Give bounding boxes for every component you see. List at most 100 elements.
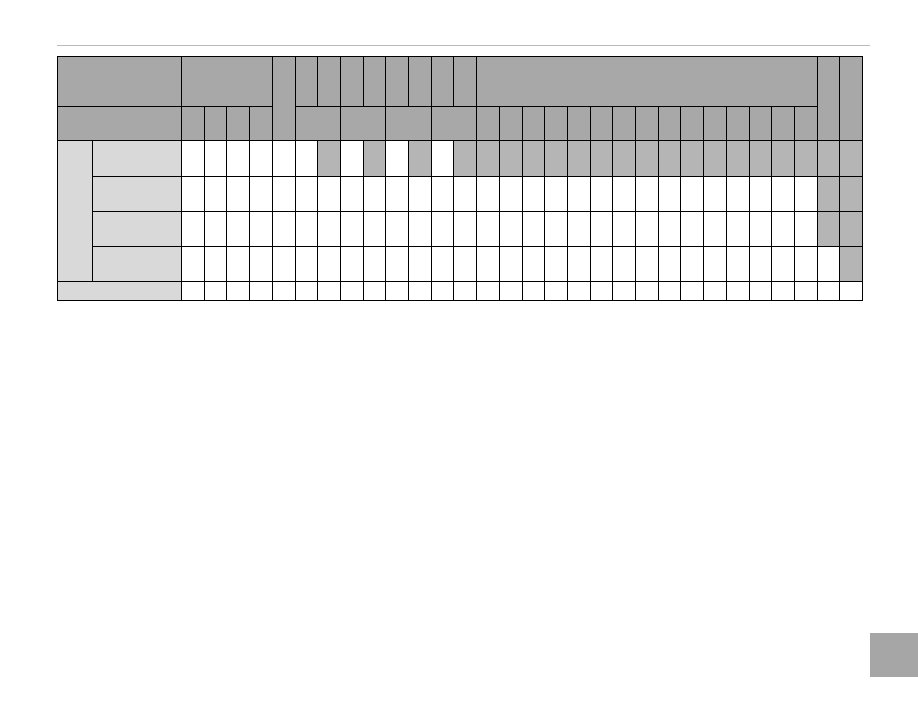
body-cell [658, 176, 681, 212]
body-cell [749, 140, 772, 177]
header-cell [544, 106, 568, 141]
body-cell [295, 176, 318, 212]
footer-cell [408, 281, 432, 301]
body-cell [635, 211, 659, 247]
footer-cell [726, 281, 750, 301]
header-cell [249, 106, 273, 141]
body-cell [385, 176, 409, 212]
body-cell [249, 140, 273, 177]
header-cell [317, 56, 341, 107]
footer-cell [431, 281, 454, 301]
header-cell [181, 56, 273, 107]
header-cell [726, 106, 750, 141]
body-cell [794, 246, 818, 282]
footer-cell [204, 281, 227, 301]
header-cell [590, 106, 613, 141]
body-cell [499, 211, 523, 247]
body-cell [544, 140, 568, 177]
body-cell [363, 140, 386, 177]
body-cell [749, 211, 772, 247]
footer-cell [590, 281, 613, 301]
body-cell [476, 176, 500, 212]
header-cell [431, 56, 454, 107]
body-cell [771, 140, 795, 177]
footer-cell [295, 281, 318, 301]
body-cell [680, 176, 704, 212]
header-cell [204, 106, 227, 141]
body-cell [272, 211, 296, 247]
body-cell [431, 140, 454, 177]
footer-cell [272, 281, 296, 301]
body-cell [226, 176, 250, 212]
header-cell [181, 106, 205, 141]
header-cell [226, 106, 250, 141]
body-cell [272, 140, 296, 177]
body-cell [181, 211, 205, 247]
body-cell [431, 246, 454, 282]
body-cell [249, 176, 273, 212]
header-cell [385, 106, 432, 141]
footer-cell [363, 281, 386, 301]
footer-cell [680, 281, 704, 301]
page-tab [870, 633, 918, 677]
body-cell [817, 140, 840, 177]
footer-cell [635, 281, 659, 301]
footer-cell [522, 281, 545, 301]
body-cell [431, 211, 454, 247]
body-cell [272, 246, 296, 282]
body-cell [544, 246, 568, 282]
body-cell [612, 140, 636, 177]
body-cell [226, 140, 250, 177]
header-cell [658, 106, 681, 141]
body-cell [204, 246, 227, 282]
footer-cell [226, 281, 250, 301]
header-cell [567, 106, 591, 141]
footer-cell [839, 281, 863, 301]
body-cell [181, 140, 205, 177]
body-cell [340, 176, 364, 212]
header-cell [476, 56, 818, 107]
body-cell [590, 211, 613, 247]
header-cell [817, 56, 840, 141]
header-cell [295, 106, 341, 141]
footer-cell [658, 281, 681, 301]
body-cell [317, 140, 341, 177]
body-cell [680, 211, 704, 247]
body-cell [408, 140, 432, 177]
body-cell [522, 211, 545, 247]
body-cell [204, 176, 227, 212]
body-cell [363, 211, 386, 247]
body-cell [295, 246, 318, 282]
body-cell [295, 140, 318, 177]
body-cell [680, 246, 704, 282]
body-cell [726, 140, 750, 177]
footer-cell [771, 281, 795, 301]
row-label-cell [92, 211, 182, 247]
body-cell [363, 246, 386, 282]
body-cell [817, 246, 840, 282]
body-cell [408, 176, 432, 212]
body-cell [204, 140, 227, 177]
body-cell [612, 176, 636, 212]
body-cell [363, 176, 386, 212]
body-cell [385, 140, 409, 177]
body-cell [408, 211, 432, 247]
body-cell [703, 246, 727, 282]
body-cell [499, 246, 523, 282]
body-cell [839, 140, 863, 177]
footer-cell [544, 281, 568, 301]
body-cell [204, 211, 227, 247]
body-cell [431, 176, 454, 212]
body-cell [658, 246, 681, 282]
body-cell [249, 211, 273, 247]
footer-cell [181, 281, 205, 301]
body-cell [476, 246, 500, 282]
footer-cell [612, 281, 636, 301]
footer-cell [317, 281, 341, 301]
body-cell [249, 246, 273, 282]
header-cell [749, 106, 772, 141]
header-cell [272, 56, 296, 141]
footer-cell [476, 281, 500, 301]
